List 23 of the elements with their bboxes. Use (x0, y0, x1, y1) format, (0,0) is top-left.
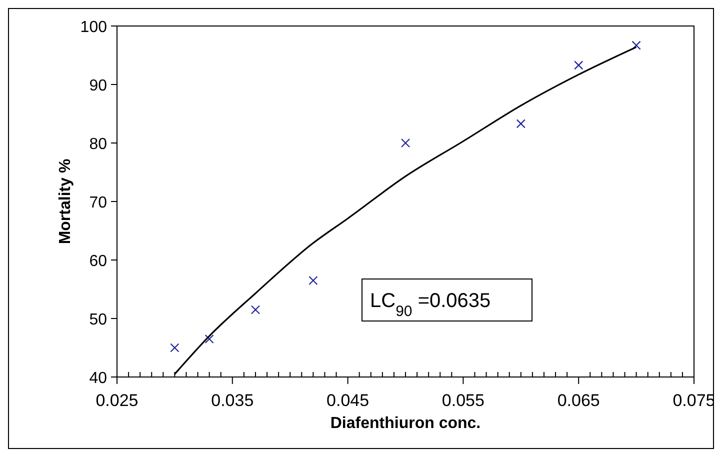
point (308, 276, 318, 286)
y-tick-label: 60 (89, 253, 108, 270)
annotation: LC$_{90}$ =0.0635 (370, 290, 491, 320)
y-tick-label: 90 (89, 78, 108, 94)
y-tick-label: 70 (89, 194, 108, 212)
point (170, 343, 180, 352)
point (516, 119, 526, 128)
point (400, 138, 410, 148)
point (632, 40, 641, 50)
x-tick-label: 0.035 (211, 391, 254, 410)
y-tick-label: 100 (80, 19, 108, 36)
x-axis-title: Diafenthiuron conc. (330, 415, 481, 432)
x-tick-label: 0.065 (557, 391, 600, 410)
y-axis-title: Mortality % (57, 158, 74, 244)
y-tick-label: 40 (89, 370, 108, 387)
point (574, 60, 584, 70)
point (204, 334, 214, 344)
x-tick-label: 0.025 (96, 391, 138, 410)
x-tick-label: 0.055 (442, 391, 484, 410)
x-tick-label: 0.045 (326, 391, 370, 410)
point (250, 305, 260, 314)
y-tick-label: 50 (89, 312, 108, 328)
y-tick-label: 80 (89, 136, 108, 153)
